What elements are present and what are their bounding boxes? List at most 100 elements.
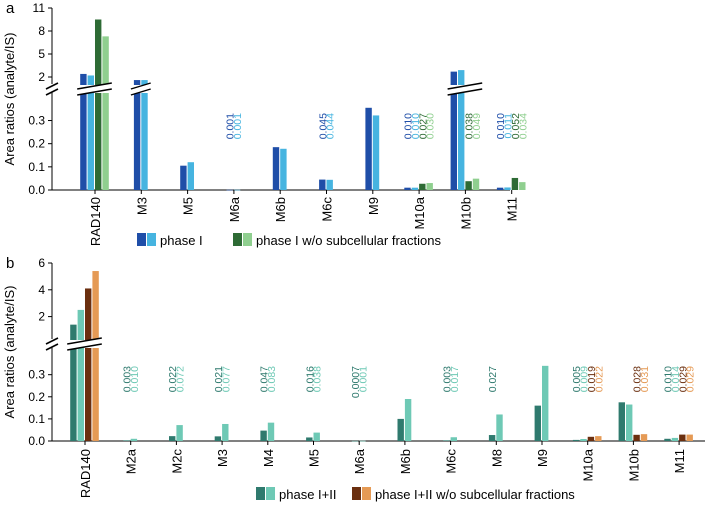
x-tick-label: M6a: [227, 196, 242, 222]
data-label: 0.038: [312, 366, 324, 392]
x-tick-label: M6c: [320, 197, 335, 222]
panel-label: b: [6, 255, 14, 272]
x-tick-label: M6a: [352, 448, 367, 474]
axis-break-mark: [45, 88, 59, 96]
data-label: 0.016: [304, 366, 316, 392]
x-tick-label: M10a: [412, 196, 427, 229]
bar: [130, 438, 138, 441]
bar-upper: [77, 309, 84, 340]
legend-label: phase I+II w/o subcellular fractions: [375, 487, 575, 502]
bar-break-mark: [447, 82, 483, 90]
data-label: 0.044: [325, 113, 337, 139]
bar-break-mark: [67, 337, 102, 345]
y-tick-label: 6: [38, 256, 45, 270]
bar-lower: [70, 348, 77, 441]
bar: [572, 439, 580, 441]
data-label: 0.009: [579, 366, 591, 392]
bar: [679, 434, 686, 441]
bar-break-mark: [67, 343, 102, 351]
data-label: 0.0007: [350, 366, 362, 398]
bar: [633, 434, 640, 441]
data-label: 0.029: [685, 366, 697, 392]
bar-lower: [77, 348, 84, 441]
bar: [319, 179, 326, 190]
break-gap: [447, 83, 483, 95]
x-tick-label: M4: [261, 449, 276, 467]
bar: [411, 187, 419, 190]
data-label: 0.010: [403, 113, 415, 139]
bar: [187, 162, 194, 190]
bar: [595, 436, 602, 441]
bar: [260, 430, 267, 441]
data-label: 0.014: [670, 366, 682, 392]
data-label: 0.072: [175, 366, 187, 392]
bar: [450, 437, 457, 441]
x-tick-label: M3: [215, 449, 230, 467]
y-axis-label: Area ratios (analyte/IS): [2, 286, 17, 419]
data-label: 0.010: [495, 113, 507, 139]
bar: [372, 115, 380, 190]
x-tick-label: M5: [181, 197, 196, 215]
data-label: 0.010: [410, 113, 422, 139]
bar: [123, 440, 130, 441]
legend-swatch: [147, 233, 156, 246]
data-label: 0.005: [571, 366, 583, 392]
bar: [267, 422, 275, 441]
y-axis-label: Area ratios (analyte/IS): [2, 33, 17, 166]
bar: [306, 437, 313, 441]
bar: [176, 425, 183, 441]
bar: [580, 439, 587, 441]
bar: [326, 179, 333, 190]
bar: [359, 440, 366, 442]
bar: [618, 402, 625, 441]
data-label: 0.003: [441, 366, 453, 392]
data-label: 0.031: [639, 366, 651, 392]
bar-upper: [133, 80, 141, 85]
bar-lower: [102, 93, 109, 190]
bar: [519, 182, 526, 190]
bar: [640, 434, 648, 441]
bar: [280, 148, 287, 190]
y-tick-label: 0.2: [28, 137, 45, 151]
chart-panel-b: [45, 262, 705, 500]
y-tick-label: 8: [38, 24, 45, 38]
bar: [214, 436, 222, 441]
data-label: 0.010: [129, 366, 141, 392]
bar: [472, 178, 480, 190]
bar: [397, 418, 404, 441]
bar: [404, 187, 411, 190]
x-tick-label: M3: [134, 197, 149, 215]
bar-upper: [141, 80, 148, 85]
data-label: 0.019: [586, 366, 598, 392]
y-tick-label: 5: [38, 47, 45, 61]
bar-lower: [80, 93, 87, 190]
bar-upper: [458, 70, 465, 85]
legend-swatch: [352, 487, 361, 500]
y-tick-label: 0.0: [28, 183, 45, 197]
panel-label: a: [6, 0, 15, 17]
x-tick-label: M8: [489, 449, 504, 467]
data-label: 0.077: [220, 366, 232, 392]
legend-label: phase I w/o subcellular fractions: [256, 233, 441, 248]
x-tick-label: M2c: [169, 449, 184, 474]
bar: [504, 187, 511, 190]
bar: [404, 399, 412, 441]
y-tick-label: 4: [38, 283, 45, 297]
data-label: 0.052: [510, 113, 522, 139]
break-gap: [77, 83, 112, 95]
data-label: 0.022: [167, 366, 179, 392]
bar: [488, 435, 496, 441]
bar: [686, 434, 693, 441]
bar-break-mark: [130, 88, 151, 96]
bar-lower: [92, 348, 99, 441]
data-label: 0.027: [417, 113, 429, 139]
x-tick-label: M6b: [273, 197, 288, 222]
bar-break-mark: [447, 88, 483, 96]
data-label: 0.034: [517, 113, 529, 139]
y-tick-label: 2: [38, 310, 45, 324]
chart-panel-a: [45, 7, 526, 246]
bar-lower: [85, 348, 92, 441]
bar-lower: [450, 93, 457, 190]
data-label: 0.045: [317, 113, 329, 139]
